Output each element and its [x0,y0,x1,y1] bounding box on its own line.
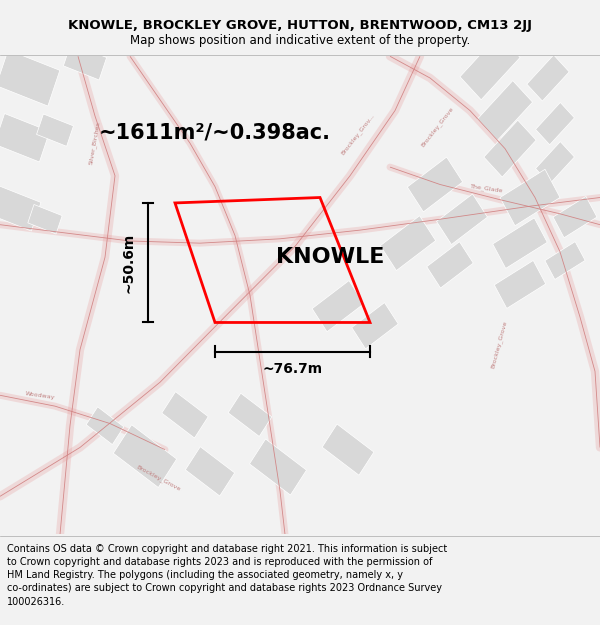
Polygon shape [427,242,473,288]
Polygon shape [0,114,50,162]
Polygon shape [28,204,62,234]
Polygon shape [352,302,398,349]
Polygon shape [162,392,208,438]
Polygon shape [113,425,177,488]
Text: KNOWLE: KNOWLE [276,248,384,268]
Text: Brockley_Grov...: Brockley_Grov... [340,112,376,156]
Polygon shape [322,424,374,475]
Polygon shape [312,281,364,332]
Polygon shape [536,142,574,184]
Text: ~50.6m: ~50.6m [122,232,136,293]
Polygon shape [185,447,235,496]
Polygon shape [500,169,560,226]
Polygon shape [86,407,124,444]
Polygon shape [437,194,487,244]
Polygon shape [553,196,597,238]
Polygon shape [536,102,574,145]
Text: Brockley_Grove: Brockley_Grove [135,464,181,492]
Text: KNOWLE, BROCKLEY GROVE, HUTTON, BRENTWOOD, CM13 2JJ: KNOWLE, BROCKLEY GROVE, HUTTON, BRENTWOO… [68,19,532,31]
Polygon shape [64,43,107,80]
Text: Woodway: Woodway [25,391,56,400]
Polygon shape [493,218,547,268]
Text: ~1611m²/~0.398ac.: ~1611m²/~0.398ac. [99,122,331,142]
Text: Brockley_Grove: Brockley_Grove [490,320,508,369]
Polygon shape [545,242,585,279]
Text: The_Glade: The_Glade [470,184,504,194]
Text: Silver_Birches: Silver_Birches [88,121,101,165]
Polygon shape [484,120,536,177]
Text: ~76.7m: ~76.7m [262,362,323,376]
Polygon shape [228,393,272,436]
Polygon shape [250,439,307,495]
Polygon shape [380,216,436,271]
Polygon shape [460,34,520,100]
Polygon shape [407,157,463,212]
Polygon shape [37,114,73,146]
Polygon shape [478,81,533,141]
Text: Map shows position and indicative extent of the property.: Map shows position and indicative extent… [130,34,470,47]
Polygon shape [0,50,60,106]
Text: Contains OS data © Crown copyright and database right 2021. This information is : Contains OS data © Crown copyright and d… [7,544,448,606]
Polygon shape [527,55,569,101]
Text: Brockley_Grove: Brockley_Grove [420,106,455,148]
Polygon shape [494,261,546,308]
Polygon shape [0,186,41,231]
